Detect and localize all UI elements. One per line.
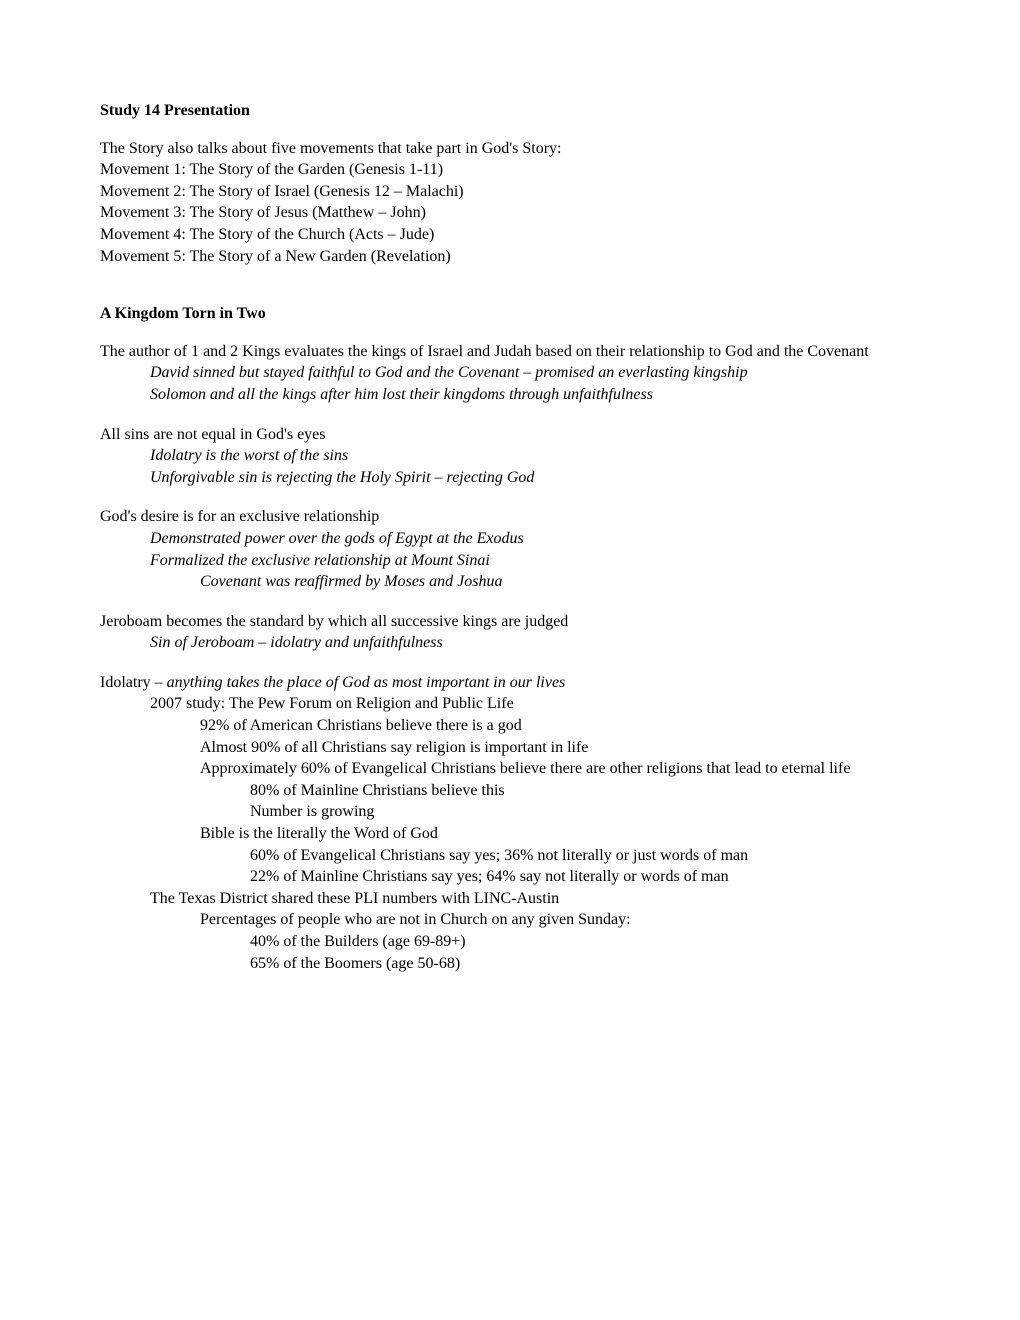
idolatry-italic: anything takes the place of God as most … [167, 674, 566, 691]
movement-2: Movement 2: The Story of Israel (Genesis… [100, 181, 920, 203]
formalized-sinai: Formalized the exclusive relationship at… [100, 550, 920, 572]
exclusive-relationship: God's desire is for an exclusive relatio… [100, 506, 920, 528]
stat-mainline-bible: 22% of Mainline Christians say yes; 64% … [100, 866, 920, 888]
movement-1: Movement 1: The Story of the Garden (Gen… [100, 159, 920, 181]
stat-evangelical-bible: 60% of Evangelical Christians say yes; 3… [100, 845, 920, 867]
idolatry-worst: Idolatry is the worst of the sins [100, 445, 920, 467]
builders-stat: 40% of the Builders (age 69-89+) [100, 931, 920, 953]
movement-4: Movement 4: The Story of the Church (Act… [100, 224, 920, 246]
texas-district: The Texas District shared these PLI numb… [100, 888, 920, 910]
stat-60: Approximately 60% of Evangelical Christi… [100, 758, 920, 780]
covenant-reaffirmed: Covenant was reaffirmed by Moses and Jos… [100, 571, 920, 593]
page-title: Study 14 Presentation [100, 100, 920, 122]
power-egypt: Demonstrated power over the gods of Egyp… [100, 528, 920, 550]
idolatry-definition: Idolatry – anything takes the place of G… [100, 672, 920, 694]
idolatry-lead: Idolatry – [100, 674, 167, 691]
document-page: Study 14 Presentation The Story also tal… [0, 0, 1020, 974]
boomers-stat: 65% of the Boomers (age 50-68) [100, 953, 920, 975]
jeroboam-standard: Jeroboam becomes the standard by which a… [100, 611, 920, 633]
sin-jeroboam: Sin of Jeroboam – idolatry and unfaithfu… [100, 632, 920, 654]
movement-3: Movement 3: The Story of Jesus (Matthew … [100, 202, 920, 224]
unforgivable-sin: Unforgivable sin is rejecting the Holy S… [100, 467, 920, 489]
movement-5: Movement 5: The Story of a New Garden (R… [100, 246, 920, 268]
pew-study: 2007 study: The Pew Forum on Religion an… [100, 693, 920, 715]
section-heading: A Kingdom Torn in Two [100, 303, 920, 325]
solomon-note: Solomon and all the kings after him lost… [100, 384, 920, 406]
stat-80-mainline: 80% of Mainline Christians believe this [100, 780, 920, 802]
david-note: David sinned but stayed faithful to God … [100, 362, 920, 384]
stat-90: Almost 90% of all Christians say religio… [100, 737, 920, 759]
bible-literal: Bible is the literally the Word of God [100, 823, 920, 845]
not-in-church: Percentages of people who are not in Chu… [100, 909, 920, 931]
kings-evaluation: The author of 1 and 2 Kings evaluates th… [100, 341, 920, 363]
sins-not-equal: All sins are not equal in God's eyes [100, 424, 920, 446]
movements-intro: The Story also talks about five movement… [100, 138, 920, 160]
number-growing: Number is growing [100, 801, 920, 823]
stat-92: 92% of American Christians believe there… [100, 715, 920, 737]
